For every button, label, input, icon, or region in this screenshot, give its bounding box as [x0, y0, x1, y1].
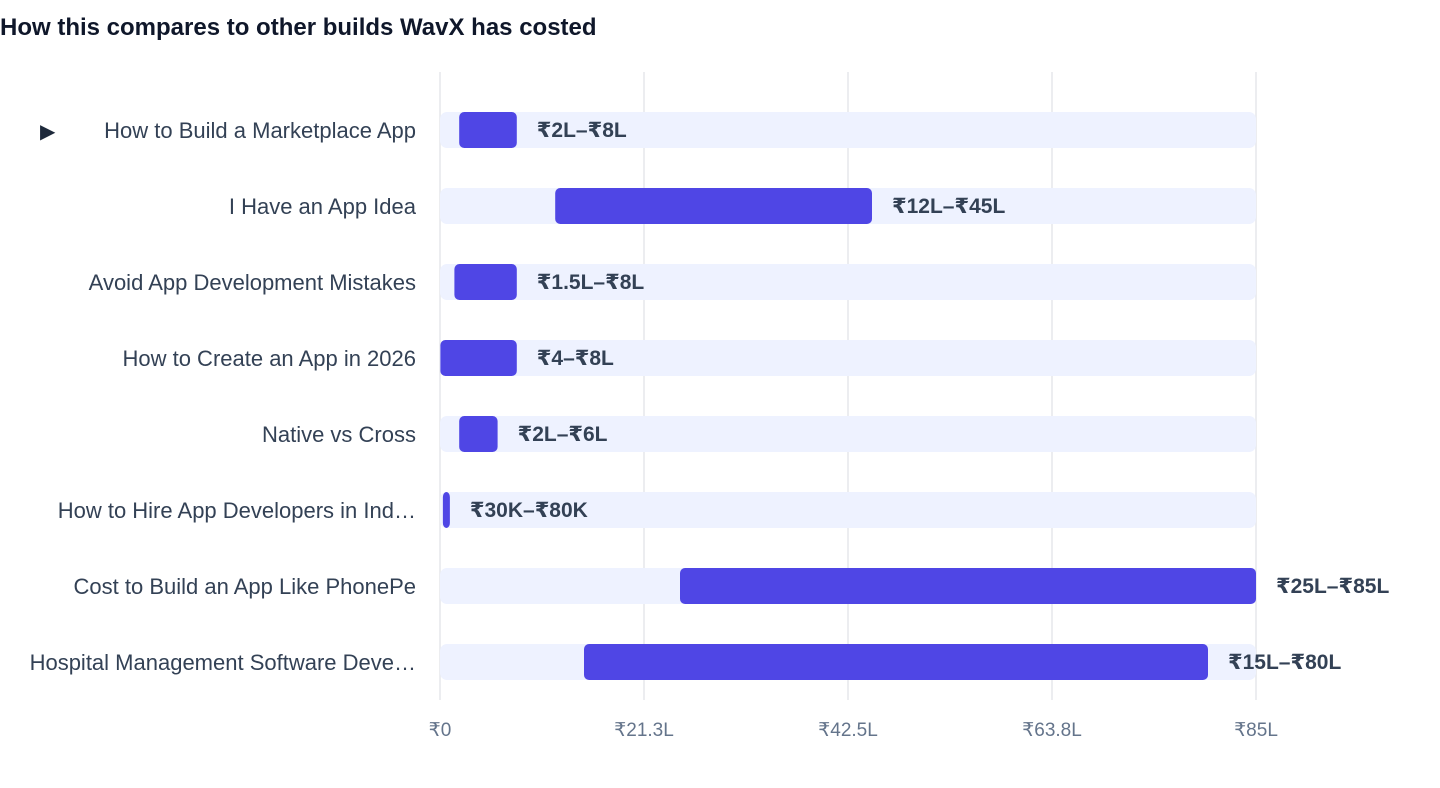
range-bar — [584, 644, 1208, 680]
category-label: Native vs Cross — [262, 422, 416, 447]
x-tick-label: ₹63.8L — [1022, 720, 1082, 741]
range-value-label: ₹12L–₹45L — [892, 195, 1005, 218]
play-icon: ▶ — [40, 121, 56, 143]
category-label: Hospital Management Software Deve… — [30, 650, 416, 675]
range-track — [440, 416, 1256, 452]
range-value-label: ₹30K–₹80K — [470, 499, 588, 522]
category-label: How to Create an App in 2026 — [122, 346, 416, 371]
range-bar — [442, 492, 450, 528]
range-bar — [555, 188, 872, 224]
range-track — [440, 492, 1256, 528]
range-value-label: ₹25L–₹85L — [1276, 575, 1389, 598]
x-tick-label: ₹85L — [1234, 720, 1278, 741]
range-track — [440, 264, 1256, 300]
range-bar — [440, 340, 517, 376]
category-label: How to Hire App Developers in Ind… — [58, 498, 416, 523]
range-track — [440, 112, 1256, 148]
range-value-label: ₹4–₹8L — [537, 347, 614, 370]
category-label: How to Build a Marketplace App — [104, 118, 416, 143]
x-tick-label: ₹42.5L — [818, 720, 878, 741]
x-tick-label: ₹0 — [429, 720, 452, 741]
range-value-label: ₹1.5L–₹8L — [537, 271, 645, 294]
range-value-label: ₹15L–₹80L — [1228, 651, 1341, 674]
chart-title: How this compares to other builds WavX h… — [0, 14, 597, 41]
range-track — [440, 340, 1256, 376]
range-bar — [459, 112, 517, 148]
x-tick-label: ₹21.3L — [614, 720, 674, 741]
category-label: Cost to Build an App Like PhonePe — [74, 574, 416, 599]
range-bar — [454, 264, 517, 300]
category-label: I Have an App Idea — [229, 194, 417, 219]
range-bar — [680, 568, 1256, 604]
range-value-label: ₹2L–₹6L — [518, 423, 608, 446]
category-label: Avoid App Development Mistakes — [89, 270, 416, 295]
range-value-label: ₹2L–₹8L — [537, 119, 627, 142]
range-bar — [459, 416, 498, 452]
